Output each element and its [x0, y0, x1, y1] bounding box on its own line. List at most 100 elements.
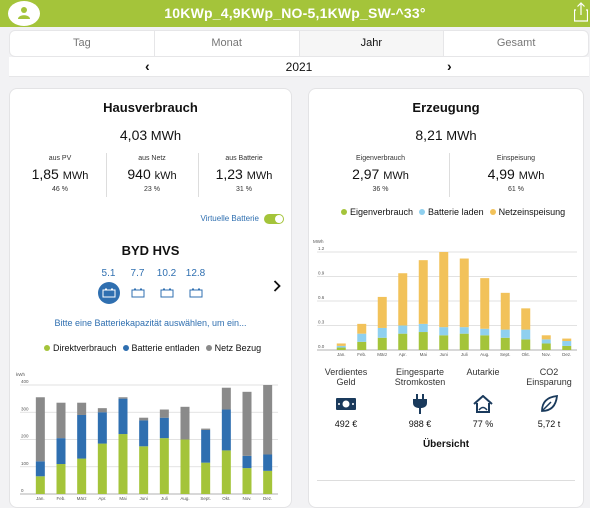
- chart-bar: [159, 417, 169, 439]
- legend-label: Batterie entladen: [131, 343, 200, 353]
- chart-bar: [521, 339, 531, 350]
- x-tick-label: Aug.: [180, 496, 189, 501]
- chart-bar: [139, 446, 149, 494]
- prev-year-button[interactable]: ‹: [145, 58, 150, 74]
- overview-title: Übersicht: [422, 439, 470, 450]
- kpi-co2-einsparung: CO2 Einsparung 5,72 t: [519, 367, 579, 429]
- chart-bar: [562, 338, 572, 342]
- chart-bar: [180, 439, 190, 494]
- chevron-right-icon[interactable]: [273, 280, 281, 292]
- stat-value: 940: [127, 166, 151, 182]
- chart-bar: [242, 391, 252, 456]
- hausverbrauch-chart: kWh 0 100 200 300 400 Jan. Feb. März Apr. Mai Juni J…: [16, 372, 278, 501]
- battery-option[interactable]: 10.2: [152, 268, 181, 304]
- legend-label: Netz Bezug: [214, 343, 262, 353]
- chart-bar: [201, 429, 211, 463]
- y-axis-unit: kWh: [16, 372, 25, 377]
- kpi-eingesparte-stromkosten: Eingesparte Stromkosten 988 €: [390, 367, 450, 429]
- tab-jahr[interactable]: Jahr: [299, 31, 445, 56]
- stat-label: aus Batterie: [225, 155, 263, 162]
- x-tick-label: Jan.: [36, 496, 45, 501]
- battery-title: BYD HVS: [121, 243, 180, 258]
- chart-bar: [377, 337, 387, 350]
- chart-bar: [221, 450, 231, 494]
- chart-bar: [480, 278, 490, 329]
- erzeugung-total-unit: MWh: [446, 128, 477, 143]
- y-tick-label: 0.0: [318, 344, 325, 349]
- next-year-button[interactable]: ›: [447, 58, 452, 74]
- legend-dot: [341, 209, 347, 215]
- stat-value: 1,23: [215, 166, 243, 182]
- erzeugung-total: 8,21 MWh: [309, 127, 583, 143]
- x-tick-label: Apr.: [399, 352, 407, 357]
- y-tick-label: 300: [21, 406, 29, 411]
- period-tabs: Tag Monat Jahr Gesamt: [9, 30, 589, 57]
- stat-unit: kWh: [154, 170, 177, 182]
- chart-bar: [439, 327, 449, 336]
- chart-bar: [242, 455, 252, 469]
- stat-unit: MWh: [518, 170, 545, 182]
- battery-hint-link[interactable]: Bitte eine Batteriekapazität auswählen, …: [54, 318, 247, 328]
- x-tick-label: Juni: [440, 352, 448, 357]
- y-tick-label: 0: [21, 488, 24, 493]
- chart-bar: [541, 335, 551, 340]
- battery-icon: [156, 282, 178, 304]
- stat-value: 2,97: [352, 166, 380, 182]
- stat-einspeisung: Einspeisung 4,99 MWh 61 %: [449, 155, 583, 193]
- chart-bar: [35, 397, 45, 462]
- chart-bar: [500, 337, 510, 350]
- legend-dot: [489, 209, 496, 215]
- kpi-verdientes-geld: Verdientes Geld 492 €: [316, 367, 376, 429]
- erzeugung-chart: MWh 0.0 0.3 0.6 0.9 1.2 Jan. Feb. März Apr. Mai Jun…: [313, 239, 577, 357]
- chart-bar: [377, 327, 387, 338]
- chart-bar: [480, 335, 490, 350]
- chart-bar: [398, 333, 408, 350]
- share-icon[interactable]: [574, 2, 588, 22]
- chart-bar: [398, 325, 408, 334]
- tab-monat[interactable]: Monat: [155, 31, 300, 56]
- virtual-battery-toggle[interactable]: [264, 214, 284, 224]
- chart-bar: [439, 252, 449, 328]
- hausverbrauch-total-value: 4,03: [119, 127, 148, 143]
- legend-item: Batterie laden: [419, 207, 484, 217]
- hausverbrauch-card: Hausverbrauch 4,03 MWh aus PV 1,85 MWh 4…: [9, 88, 292, 508]
- chart-bar: [357, 333, 367, 342]
- stat-percent: 36 %: [372, 186, 389, 193]
- chart-bar: [139, 417, 149, 421]
- chart-bar: [242, 468, 252, 494]
- chart-bar: [336, 345, 346, 348]
- plug-icon: [413, 394, 427, 414]
- battery-option[interactable]: 7.7: [123, 268, 152, 304]
- user-avatar-button[interactable]: [8, 1, 40, 26]
- stat-unit: MWh: [383, 170, 409, 182]
- legend-dot: [205, 345, 212, 351]
- x-tick-label: März: [377, 352, 388, 357]
- x-tick-label: Juli: [161, 496, 168, 501]
- legend-label: Direktverbrauch: [53, 343, 117, 353]
- x-tick-label: März: [77, 496, 88, 501]
- chart-bar: [418, 332, 428, 350]
- chart-bar: [263, 454, 273, 471]
- chart-bar: [541, 339, 551, 344]
- battery-option[interactable]: 5.1: [94, 268, 123, 304]
- y-tick-label: 0.3: [318, 320, 325, 325]
- x-tick-label: Sept.: [500, 352, 511, 357]
- divider: [449, 153, 450, 197]
- chart-bar: [562, 341, 572, 346]
- erzeugung-card: Erzeugung 8,21 MWh Eigenverbrauch 2,97 M…: [308, 88, 584, 508]
- tab-tag[interactable]: Tag: [10, 31, 155, 56]
- tab-gesamt[interactable]: Gesamt: [496, 37, 536, 49]
- x-tick-label: Juli: [461, 352, 468, 357]
- chart-bar: [118, 397, 128, 399]
- kpi-autarkie: Autarkie 77 %: [453, 367, 513, 429]
- battery-option[interactable]: 12.8: [181, 268, 210, 304]
- kpi-value: 988 €: [408, 419, 432, 429]
- chart-bar: [418, 260, 428, 324]
- chart-bar: [541, 343, 551, 350]
- chart-bar: [521, 308, 531, 330]
- x-tick-label: Sept.: [200, 496, 211, 501]
- page-title: 10KWp_4,9KWp_NO-5,1KWp_SW-^33°: [164, 5, 426, 21]
- hausverbrauch-legend: Direktverbrauch Batterie entladen Netz B…: [44, 343, 267, 353]
- chart-bar: [159, 438, 169, 494]
- erzeugung-title: Erzeugung: [412, 100, 480, 115]
